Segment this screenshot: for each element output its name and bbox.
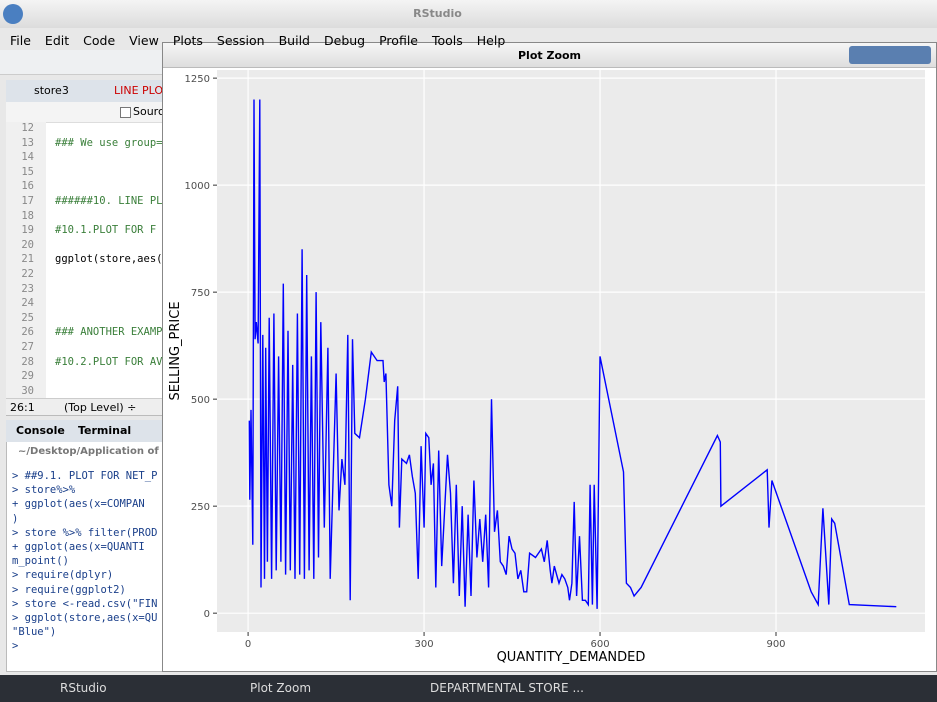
window-title-bar: [163, 43, 936, 68]
line-number: 18: [21, 209, 34, 222]
console-path: ~/Desktop/Application of: [18, 446, 159, 457]
line-number: 26: [21, 326, 34, 339]
code-line: ### We use group=: [55, 136, 163, 149]
taskbar-item[interactable]: RStudio: [60, 681, 107, 695]
line-number: 25: [21, 311, 34, 324]
menu-item[interactable]: Edit: [44, 33, 70, 48]
line-number: 24: [21, 297, 34, 310]
line-number: 15: [21, 165, 34, 178]
console-line: > ##9.1. PLOT FOR NET_P: [12, 470, 158, 482]
y-tick-label: 0: [204, 609, 210, 620]
plot-panel: [217, 70, 925, 632]
line-number: 19: [21, 224, 34, 237]
menu-item[interactable]: Code: [83, 33, 116, 48]
title-bar: [0, 0, 937, 28]
app-icon: [3, 4, 23, 24]
console-tab[interactable]: Console: [16, 424, 65, 437]
menu-item[interactable]: File: [10, 33, 31, 48]
taskbar-item[interactable]: Plot Zoom: [250, 681, 312, 695]
y-tick-label: 1000: [185, 181, 210, 192]
line-number: 23: [21, 282, 34, 295]
window-title: Plot Zoom: [517, 49, 582, 62]
menu-item[interactable]: View: [129, 33, 159, 48]
menu-item[interactable]: Build: [278, 33, 310, 48]
line-number: 22: [21, 268, 34, 280]
menu-item[interactable]: Profile: [379, 33, 418, 48]
x-tick-label: 300: [415, 639, 434, 650]
console-line: >: [12, 640, 19, 653]
console-line: + ggplot(aes(x=COMPAN: [12, 498, 145, 511]
editor-tab[interactable]: store3: [34, 84, 69, 97]
scope: (Top Level) ÷: [64, 401, 137, 414]
y-tick-label: 1250: [185, 74, 210, 85]
editor-status: 26:1 (Top Level) ÷: [6, 398, 166, 415]
cursor-position: 26:1: [10, 401, 35, 414]
line-number: 30: [21, 384, 34, 397]
taskbar-item[interactable]: DEPARTMENTAL STORE ...: [430, 681, 584, 695]
y-tick-label: 250: [191, 502, 210, 513]
console-line: > store%>%: [12, 484, 76, 497]
source-checkbox[interactable]: [120, 107, 131, 118]
console-tabs: Console Terminal: [6, 420, 166, 442]
code-line: ### ANOTHER EXAMP: [55, 326, 163, 339]
menu-item[interactable]: Debug: [324, 33, 366, 48]
menu-item[interactable]: Tools: [431, 33, 463, 48]
console-line: + ggplot(aes(x=QUANTI: [12, 541, 145, 553]
line-number: 29: [21, 370, 34, 383]
line-number: 13: [21, 136, 34, 149]
editor-toolbar: Source: [6, 102, 171, 123]
gutter: 12 13 14 15 16 17 18 19 20 21 22 23 24 25 26 27 28 29 30: [6, 122, 46, 398]
code-line: #10.1.PLOT FOR F: [55, 224, 157, 237]
editor-tab[interactable]: LINE PLOT: [114, 84, 170, 97]
line-number: 12: [21, 122, 34, 134]
x-tick-label: 900: [766, 639, 785, 650]
console-pane: [6, 420, 168, 672]
taskbar: RStudio Plot Zoom DEPARTMENTAL STORE ...: [0, 675, 937, 702]
console-line: > require(ggplot2): [12, 583, 126, 596]
x-tick-label: 0: [245, 639, 251, 650]
code-line: ggplot(store,aes(: [55, 253, 163, 266]
console-line: m_point(): [12, 555, 69, 568]
y-tick-label: 750: [191, 288, 210, 299]
menu-item[interactable]: Help: [476, 33, 506, 48]
chart: QUANTITY_DEMANDED SELLING_PRICE 0 250 500 7…: [168, 70, 925, 665]
line-number: 20: [21, 238, 34, 251]
code-line: ######10. LINE PL: [55, 195, 163, 207]
menu-item[interactable]: Session: [216, 33, 265, 48]
menu-item[interactable]: Plots: [172, 33, 203, 48]
data-line: [248, 99, 897, 609]
console-line: ): [12, 512, 19, 525]
line-number: 27: [21, 341, 34, 353]
line-number: 21: [21, 253, 34, 266]
y-axis-title: SELLING_PRICE: [168, 301, 183, 400]
x-tick-label: 600: [590, 639, 609, 650]
console-line: > store <-read.csv("FIN: [12, 597, 158, 610]
app-title: RStudio: [413, 7, 462, 20]
console-line: > ggplot(store,aes(x=QU: [12, 612, 158, 624]
x-axis-title: QUANTITY_DEMANDED: [497, 650, 646, 665]
window-controls[interactable]: [849, 46, 931, 64]
code-line: #10.2.PLOT FOR AV: [55, 355, 163, 368]
line-number: 16: [21, 180, 34, 193]
console-line: "Blue"): [12, 626, 57, 639]
line-number: 17: [21, 195, 34, 207]
y-tick-label: 500: [191, 395, 210, 406]
console-line: > store %>% filter(PROD: [12, 526, 158, 539]
line-number: 14: [21, 151, 34, 164]
line-number: 28: [21, 355, 34, 368]
console-line: > require(dplyr): [12, 569, 114, 582]
console-tab[interactable]: Terminal: [78, 424, 132, 437]
editor-tabs: store3 LINE PLOT: [6, 80, 170, 102]
source-label: Source: [133, 105, 171, 118]
